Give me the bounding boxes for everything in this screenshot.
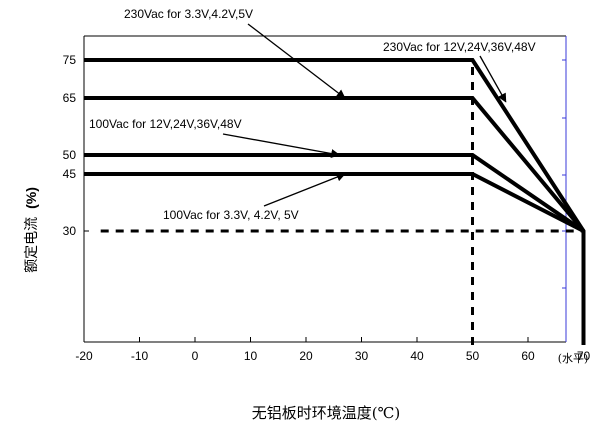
annotation-arrow-3 [222,133,341,158]
x-tick-label: 10 [244,349,258,363]
x-axis-label: 无铝板时环境温度(℃) [252,404,401,422]
y-tick-label: 50 [63,148,77,162]
plot-frame [83,35,567,343]
annotation-arrow-2 [479,55,507,103]
derating-line-4 [84,172,585,233]
x-tick-label: -10 [131,349,149,363]
x-tick-label: -20 [75,349,93,363]
ticks-layer: -20 -10 0 10 20 30 40 50 60 70 30 45 50 65 75 [63,53,591,363]
y-axis-label: 额定电流 [24,217,40,273]
annotation-arrow-1 [247,23,346,99]
y-tick-label: 30 [63,224,77,238]
annotation-label-1: 230Vac for 3.3V,4.2V,5V [124,7,253,21]
annotation-label-2: 230Vac for 12V,24V,36V,48V [383,40,536,54]
y-tick-label: 45 [63,167,77,181]
x-tick-label: 50 [466,349,480,363]
x-tick-label: 20 [299,349,313,363]
derating-line-3 [84,153,585,233]
annotation-label-3: 100Vac for 12V,24V,36V,48V [89,117,242,131]
x-axis-unit: (水平) [558,352,589,365]
x-tick-label: 0 [192,349,199,363]
derating-line-1 [84,58,586,345]
annotation-label-4: 100Vac for 3.3V, 4.2V, 5V [163,208,299,222]
y-tick-label: 75 [63,53,77,67]
x-tick-label: 30 [355,349,369,363]
svg-text:额定电流 (%): 额定电流 (%) [23,187,40,273]
x-tick-label: 60 [521,349,535,363]
y-axis-unit: (%) [23,187,39,209]
y-tick-label: 65 [63,91,77,105]
x-tick-label: 70 [577,349,591,363]
annotation-arrow-4 [263,172,346,207]
x-tick-label: 40 [410,349,424,363]
series-layer [84,58,586,345]
annotations-layer: 230Vac for 3.3V,4.2V,5V 230Vac for 12V,24… [89,7,536,222]
y-axis-label-group: 额定电流 (%) [23,187,40,273]
